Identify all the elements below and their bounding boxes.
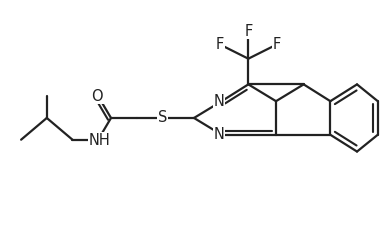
- Text: F: F: [216, 37, 224, 52]
- Text: O: O: [91, 89, 103, 104]
- Text: N: N: [213, 127, 224, 142]
- Text: NH: NH: [88, 133, 110, 148]
- Text: F: F: [244, 24, 253, 39]
- Text: N: N: [213, 94, 224, 109]
- Text: S: S: [158, 110, 167, 125]
- Text: F: F: [273, 37, 281, 52]
